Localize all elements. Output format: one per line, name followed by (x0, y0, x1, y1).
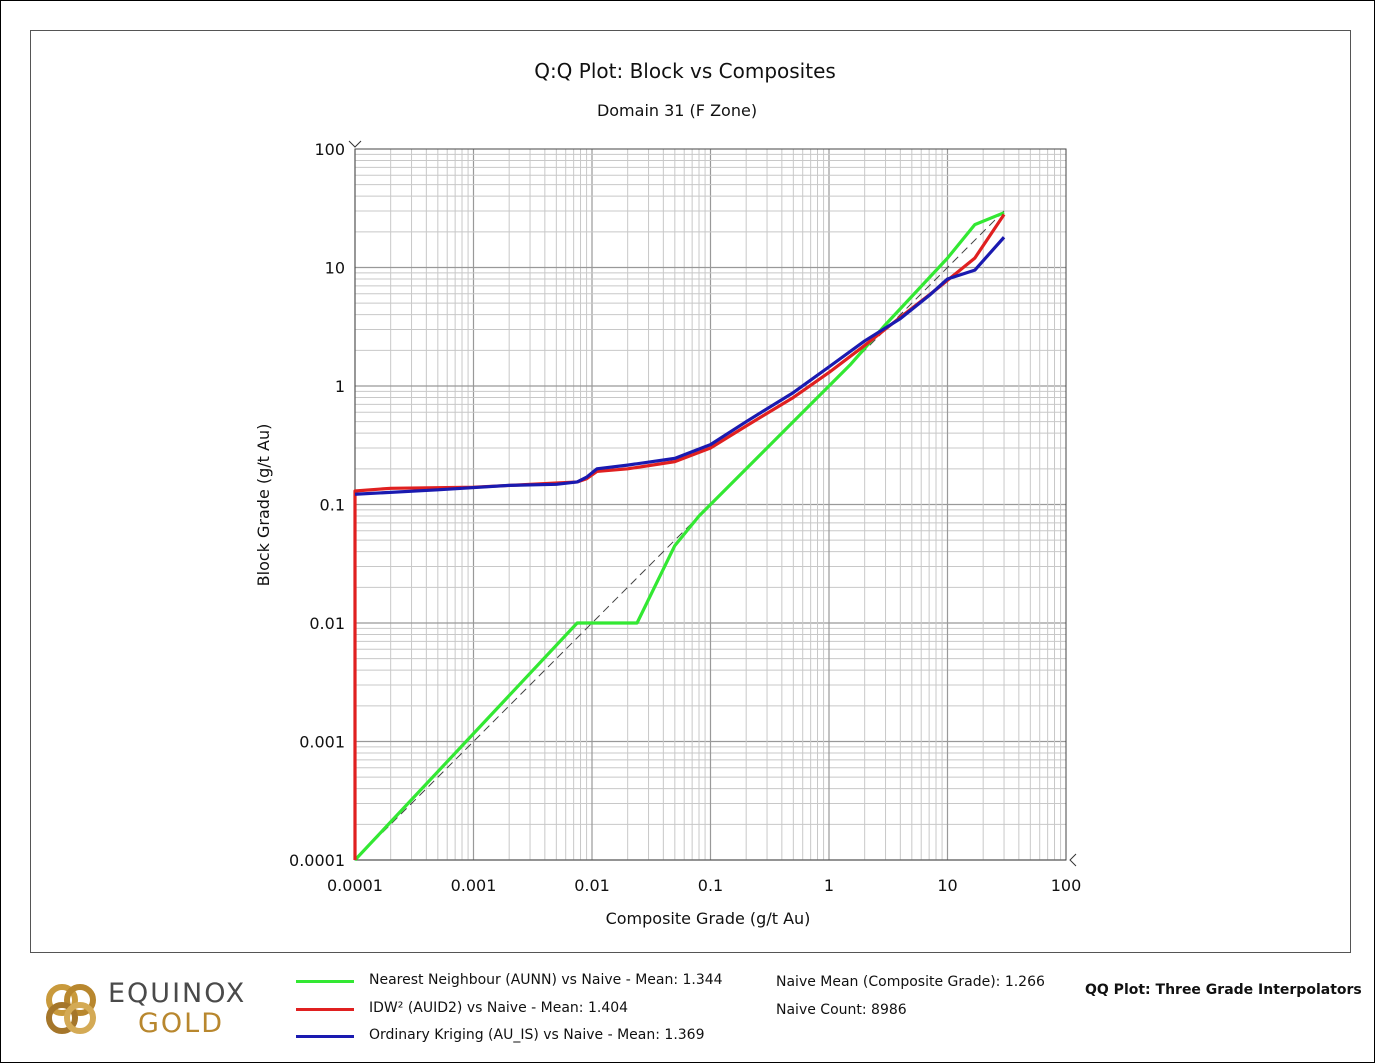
x-axis-arrow-icon (1069, 853, 1077, 867)
x-tick-label: 0.01 (574, 876, 610, 895)
legend-label-nn: Nearest Neighbour (AUNN) vs Naive - Mean… (369, 972, 723, 988)
logo-text-equinox: EQUINOX (108, 978, 247, 1009)
series-layer (353, 210, 1006, 862)
legend-swatch-ok (296, 1035, 354, 1038)
y-tick-label: 0.01 (309, 614, 345, 633)
y-tick-label: 100 (314, 140, 345, 159)
x-tick-label: 0.0001 (327, 876, 383, 895)
x-axis-label: Composite Grade (g/t Au) (606, 909, 811, 928)
logo-text-gold: GOLD (138, 1008, 225, 1039)
x-tick-label: 1 (824, 876, 834, 895)
legend-swatch-nn (296, 980, 354, 983)
legend-label-ok: Ordinary Kriging (AU_IS) vs Naive - Mean… (369, 1027, 705, 1043)
legend-swatch-idw (296, 1008, 354, 1011)
series-ordinary-kriging (354, 236, 1006, 496)
x-tick-label: 0.1 (698, 876, 723, 895)
x-tick-label: 0.001 (451, 876, 497, 895)
series-nearest-neighbour (353, 211, 1005, 862)
chart-title: Q:Q Plot: Block vs Composites (534, 59, 836, 83)
naive-count-text: Naive Count: 8986 (776, 1002, 907, 1018)
x-tick-label: 100 (1051, 876, 1082, 895)
x-tick-label: 10 (937, 876, 957, 895)
reference-line (354, 210, 1005, 861)
legend-label-idw: IDW² (AUID2) vs Naive - Mean: 1.404 (369, 1000, 629, 1016)
y-axis-arrow-icon (348, 140, 362, 148)
naive-mean-text: Naive Mean (Composite Grade): 1.266 (776, 974, 1045, 990)
logo-knot-icon (46, 984, 96, 1034)
y-tick-label: 0.001 (299, 733, 345, 752)
y-tick-label: 0.1 (320, 496, 345, 515)
y-axis-label: Block Grade (g/t Au) (254, 424, 273, 587)
plot-frame (30, 30, 1351, 953)
footer-title: QQ Plot: Three Grade Interpolators (1085, 982, 1362, 998)
y-tick-label: 1 (335, 377, 345, 396)
y-tick-label: 0.0001 (289, 851, 345, 870)
tick-layer: 0.0001 0.001 0.01 0.1 1 10 100 0.0001 0.001 0.01 0… (289, 140, 1081, 895)
chart-subtitle: Domain 31 (F Zone) (597, 101, 757, 120)
equinox-gold-logo: EQUINOX GOLD (40, 978, 270, 1042)
y-tick-label: 10 (325, 259, 345, 278)
